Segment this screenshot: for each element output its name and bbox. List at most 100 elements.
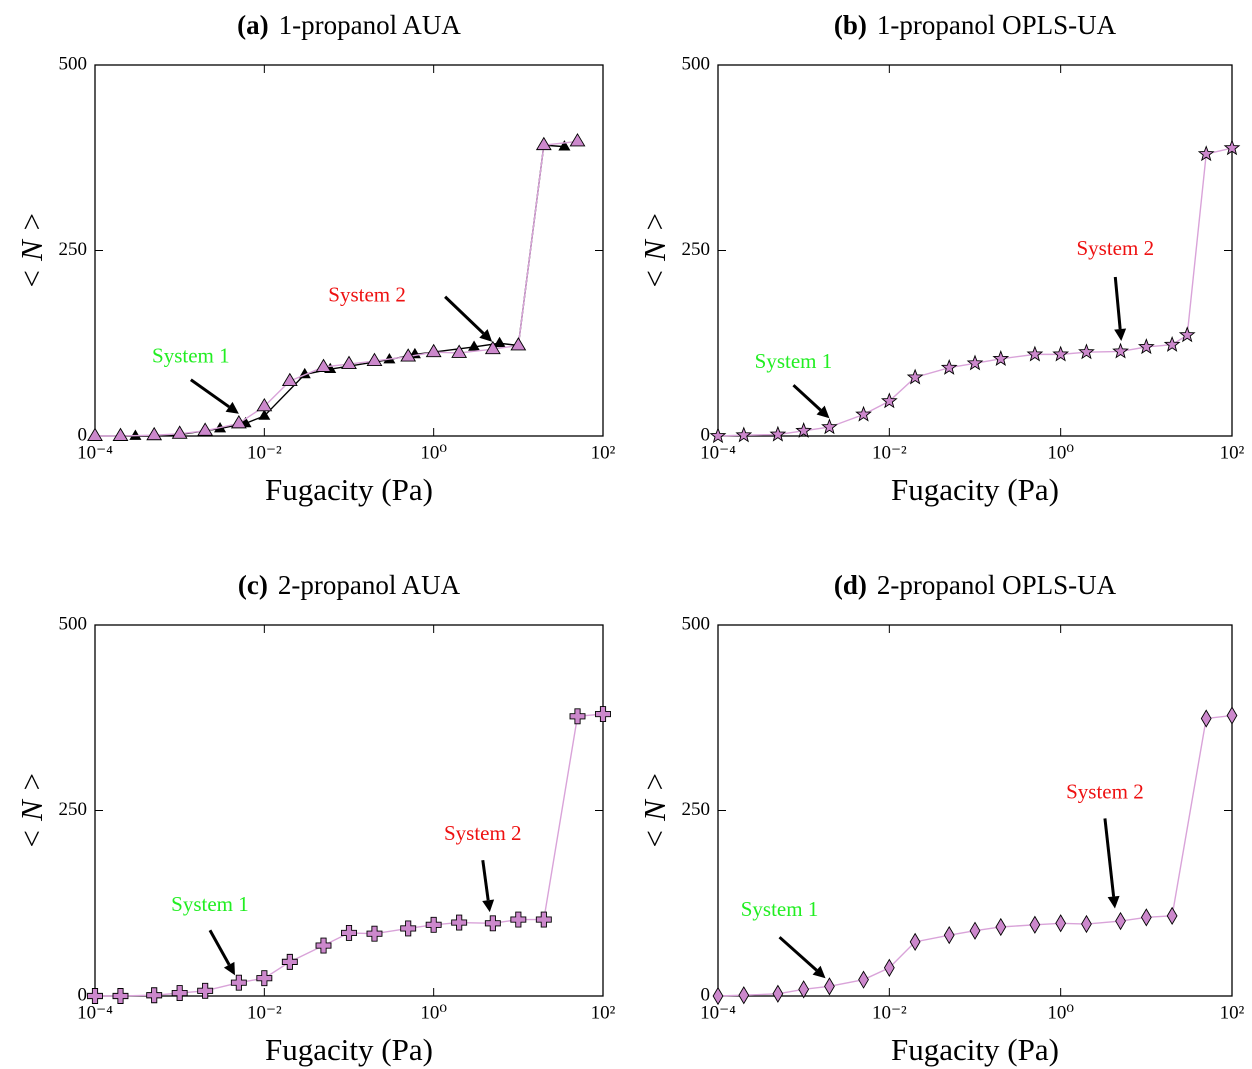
panel: (c) 2-propanol AUA Fugacity (Pa) < N > 10⁻⁴ 1… [14, 570, 616, 1067]
marker [1140, 908, 1152, 927]
marker [258, 409, 271, 420]
marker [171, 425, 188, 439]
x-tick-label: 10⁰ [420, 442, 447, 463]
panel-label: (d) [834, 570, 867, 600]
y-tick-label: 500 [682, 613, 711, 634]
marker [510, 911, 527, 928]
marker [712, 986, 724, 1006]
marker [425, 343, 442, 358]
marker [1178, 326, 1196, 343]
marker [858, 970, 869, 989]
marker [735, 426, 753, 443]
marker [1163, 335, 1181, 352]
marker [1112, 342, 1129, 359]
marker [943, 926, 955, 945]
x-tick-label: 10⁰ [420, 1002, 447, 1023]
panel-label: (c) [238, 570, 268, 600]
plot-frame [94, 64, 604, 437]
y-tick-label: 0 [78, 984, 88, 1005]
marker [468, 340, 481, 351]
marker [112, 427, 129, 441]
marker [1029, 915, 1041, 934]
marker [906, 368, 924, 385]
marker [535, 911, 552, 928]
marker [197, 422, 214, 436]
x-tick-label: 10⁻² [247, 442, 282, 463]
x-tick-label: 10² [591, 1002, 616, 1023]
arrow-head [812, 965, 826, 979]
annotation-arrow [444, 295, 485, 335]
panel: (d) 2-propanol OPLS-UA Fugacity (Pa) < N > 1… [637, 570, 1245, 1067]
marker [171, 985, 188, 1001]
marker [1200, 709, 1212, 728]
marker [400, 348, 417, 362]
marker [281, 372, 298, 387]
marker [1055, 914, 1067, 933]
y-tick-label: 0 [701, 424, 711, 445]
x-axis-label: Fugacity (Pa) [265, 1032, 433, 1067]
x-tick-label: 10⁻⁴ [700, 1002, 736, 1023]
annotation: System 1 [152, 344, 230, 368]
marker [558, 140, 571, 151]
annotation-arrow [481, 859, 490, 901]
x-tick-label: 10² [591, 442, 616, 463]
marker [821, 418, 838, 435]
title-text: 1-propanol OPLS-UA [877, 10, 1117, 40]
marker [569, 708, 586, 725]
marker [341, 355, 357, 369]
arrow-head [482, 899, 495, 913]
marker [1166, 906, 1178, 925]
series-line [717, 147, 1233, 437]
marker [366, 352, 383, 367]
x-tick-label: 10⁻⁴ [700, 442, 736, 463]
marker [798, 980, 810, 999]
marker [880, 392, 898, 409]
marker [112, 988, 129, 1004]
panel-label: (a) [237, 10, 268, 40]
y-axis-label: < N > [14, 211, 49, 289]
marker [341, 924, 357, 941]
marker [1223, 139, 1241, 156]
y-tick-label: 500 [59, 613, 88, 634]
arrow-head [223, 961, 235, 976]
marker [709, 427, 727, 444]
arrow-head [1107, 895, 1120, 909]
series-line [717, 714, 1233, 997]
marker [129, 429, 142, 440]
marker [146, 426, 163, 441]
annotation: System 1 [741, 897, 819, 921]
marker [995, 917, 1007, 937]
marker [1078, 343, 1095, 360]
x-tick-label: 10⁻⁴ [77, 442, 113, 463]
annotation-arrow [778, 936, 818, 972]
y-tick-label: 250 [59, 799, 88, 820]
y-axis-label: < N > [637, 771, 672, 849]
marker [87, 427, 103, 441]
title-text: 1-propanol AUA [279, 10, 462, 40]
marker [451, 914, 468, 931]
marker [769, 425, 787, 442]
panel: (b) 1-propanol OPLS-UA Fugacity (Pa) < N > 1… [637, 10, 1245, 507]
x-tick-label: 10² [1220, 442, 1245, 463]
marker [425, 916, 442, 933]
y-tick-label: 500 [682, 53, 711, 74]
x-axis-label: Fugacity (Pa) [265, 472, 433, 507]
x-axis-label: Fugacity (Pa) [891, 472, 1059, 507]
chart-title: (b) 1-propanol OPLS-UA [834, 10, 1117, 40]
arrow-head [1114, 328, 1127, 342]
marker [535, 136, 552, 151]
annotation-arrow [189, 378, 230, 409]
marker [315, 358, 332, 372]
series-line [95, 713, 604, 997]
chart-title: (a) 1-propanol AUA [237, 10, 461, 40]
annotation-arrow [208, 929, 231, 966]
marker [966, 354, 984, 371]
marker [855, 405, 872, 422]
marker [738, 986, 750, 1005]
marker [230, 974, 247, 991]
marker [883, 958, 895, 977]
marker [256, 397, 273, 412]
marker [400, 920, 417, 937]
y-axis-label: < N > [637, 211, 672, 289]
